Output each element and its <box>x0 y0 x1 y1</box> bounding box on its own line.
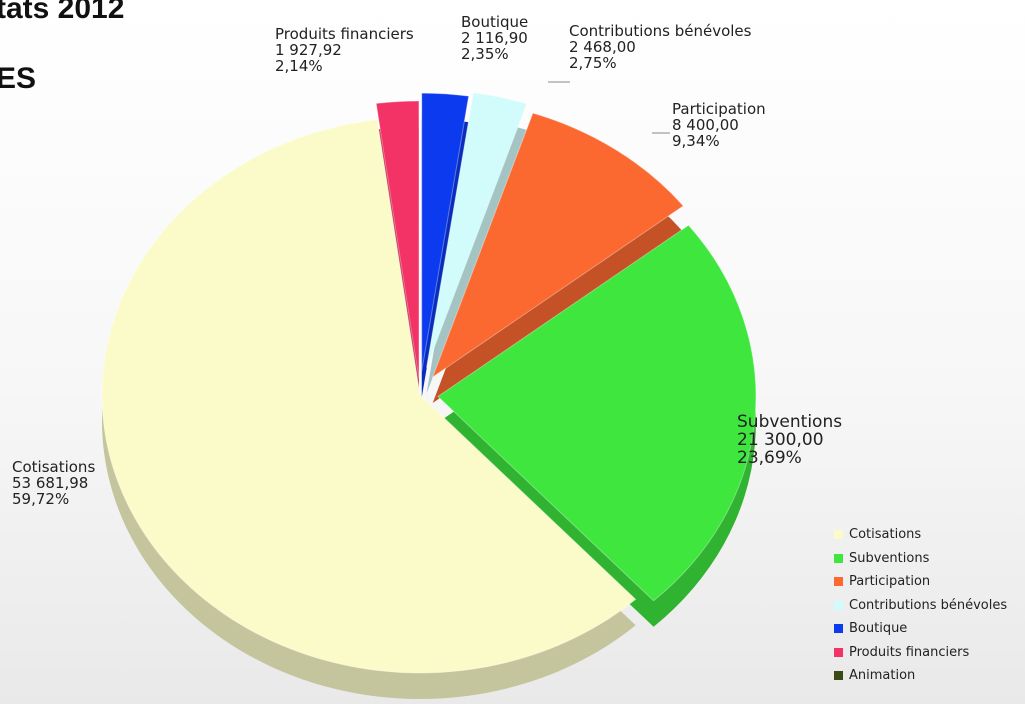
legend-label: Produits financiers <box>849 644 970 660</box>
slice-cotisations <box>101 118 637 674</box>
legend-label: Animation <box>849 668 916 684</box>
legend-item: Subventions <box>834 547 1007 571</box>
slice-label-name: Participation <box>672 100 766 118</box>
slice-label-percent: 23,69% <box>737 448 802 468</box>
legend-label: Boutique <box>849 621 908 637</box>
slice-label-percent: 2,14% <box>275 57 323 75</box>
legend-swatch <box>834 624 843 634</box>
legend-label: Cotisations <box>849 527 922 543</box>
legend-item: Produits financiers <box>834 641 1007 665</box>
slice-label-percent: 2,35% <box>461 45 509 63</box>
chart-subtitle: ES <box>0 62 37 95</box>
slice-label-value: 1 927,92 <box>275 41 342 59</box>
slice-label-name: Contributions bénévoles <box>569 22 752 40</box>
legend-swatch <box>834 553 843 563</box>
slice-label-name: Subventions <box>737 412 843 432</box>
legend-item: Animation <box>834 664 1007 688</box>
slice-label-name: Boutique <box>461 13 529 31</box>
slice-label-cotisations: Cotisations 53 681,98 59,72% <box>12 459 95 507</box>
slice-label-percent: 2,75% <box>569 54 617 72</box>
slice-label-value: 53 681,98 <box>12 474 89 492</box>
legend-label: Participation <box>849 574 931 590</box>
chart-legend: Cotisations Subventions Participation Co… <box>834 523 1007 688</box>
slice-label-produits-financiers: Produits financiers 1 927,92 2,14% <box>275 26 414 74</box>
slice-label-contributions-benevoles: Contributions bénévoles 2 468,00 2,75% <box>569 23 751 71</box>
slice-subventions <box>437 224 757 602</box>
legend-item: Cotisations <box>834 523 1007 547</box>
slice-label-subventions: Subventions 21 300,00 23,69% <box>737 413 842 467</box>
slice-label-boutique: Boutique 2 116,90 2,35% <box>461 14 528 62</box>
chart-title: tats 2012 <box>0 0 125 25</box>
legend-swatch <box>834 671 843 681</box>
legend-label: Subventions <box>849 550 930 566</box>
legend-swatch <box>834 647 843 657</box>
slice-participation <box>431 112 685 379</box>
slice-contributions-b-n-voles <box>426 92 528 368</box>
legend-label: Contributions bénévoles <box>849 597 1008 613</box>
legend-swatch <box>834 600 843 610</box>
legend-swatch <box>834 530 843 540</box>
legend-item: Contributions bénévoles <box>834 594 1007 618</box>
legend-swatch <box>834 577 843 587</box>
slice-label-name: Produits financiers <box>275 25 414 43</box>
slice-label-value: 2 468,00 <box>569 38 636 56</box>
legend-item: Boutique <box>834 617 1007 641</box>
slice-label-participation: Participation 8 400,00 9,34% <box>672 101 766 149</box>
slice-label-percent: 9,34% <box>672 132 720 150</box>
slice-label-value: 21 300,00 <box>737 430 824 450</box>
slice-boutique <box>421 92 470 372</box>
slice-label-name: Cotisations <box>12 458 96 476</box>
slice-label-percent: 59,72% <box>12 490 70 508</box>
slice-label-value: 2 116,90 <box>461 29 528 47</box>
slice-produits-financiers <box>375 100 420 380</box>
slice-side-contributions-b-n-voles <box>426 118 527 394</box>
legend-item: Participation <box>834 570 1007 594</box>
slice-label-value: 8 400,00 <box>672 116 739 134</box>
